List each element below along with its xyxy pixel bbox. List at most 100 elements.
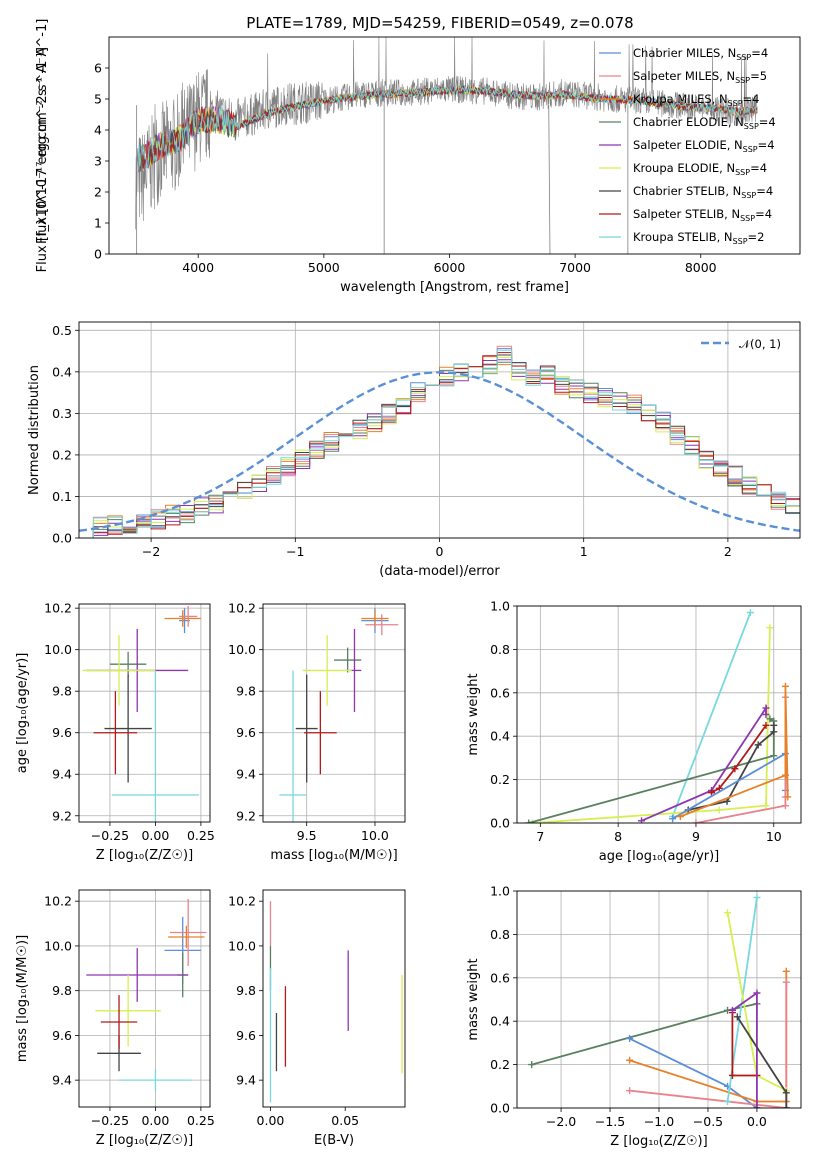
legend-label: Salpeter ELODIE, NSSP=4 [633,138,775,154]
x-tick-label: −2.0 [546,1114,576,1129]
x-tick-label: −2 [142,544,160,559]
data-point-marker [782,978,790,986]
x-tick-label: −0.25 [91,828,129,843]
y-tick-label: 9.6 [236,1028,256,1043]
panel-massweight_vs_Z: −2.0 −1.5 −1.0 −0.5 0.0 0.0 0.2 0.4 0.6 0.8 1.0 Z [… [466,884,802,1149]
x-tick-label: −0.25 [91,1113,129,1128]
panel-massweight_vs_age: 7 8 9 10 0.0 0.2 0.4 0.6 0.8 1.0 age [log₁₀(age/yr… [466,599,802,864]
plot-frame [262,603,406,823]
y-axis-label: Flux [f_λ10^-17 erg cm^-2 s^-1 A^-1] [35,19,50,273]
x-tick-label: 6000 [434,260,466,275]
legend-label: Chabrier MILES, NSSP=4 [633,46,768,62]
x-tick-label: 0.00 [257,1113,285,1128]
y-tick-label: 0.5 [52,323,72,338]
data-point-marker [766,624,774,632]
plot-background [79,890,210,1107]
y-tick-label: 10.2 [44,894,72,909]
panel-residuals: −2 −1 0 1 2 0.0 0.1 0.2 0.3 0.4 0.5 (data-model)/er… [27,321,801,579]
data-point-marker [692,819,700,823]
x-tick-label: 0.25 [187,1113,215,1128]
y-tick-label: 1 [94,216,102,231]
plot-background [517,606,801,823]
data-point-marker [715,806,723,814]
data-point-marker [724,1097,732,1105]
y-tick-label: 10.2 [228,894,256,909]
x-tick-label: 8 [614,829,622,844]
y-tick-label: 0.2 [490,1057,510,1072]
data-point-marker [626,1035,634,1043]
plot-content [79,345,800,538]
y-tick-label: 9.8 [236,983,256,998]
plot-frame [78,889,211,1108]
y-axis-label: Flux [fλ10⁻¹⁷ erg cm⁻² s⁻¹ A⁻¹] [35,47,50,244]
plot-content [82,606,201,822]
y-tick-label: 9.6 [52,725,72,740]
y-tick-label: 0.0 [490,1101,510,1116]
mass-weight-line [629,982,788,1108]
data-point-marker [762,721,770,729]
legend-label: Salpeter STELIB, NSSP=4 [633,207,772,223]
x-tick-label: 7 [536,829,544,844]
spectrum-drop [548,105,551,254]
legend-label: 𝒩(0, 1) [739,337,781,351]
y-tick-label: 0.0 [52,531,72,546]
data-point-marker [525,819,533,823]
mass-weight-line [711,724,767,794]
x-tick-label: 4000 [182,260,214,275]
y-tick-label: 0.2 [490,772,510,787]
data-point-marker [626,1056,634,1064]
panel-age_vs_mass: 9.5 10.0 9.2 9.4 9.6 9.8 10.0 10.2 mass [log₁₀(M… [228,601,406,863]
x-tick-label: 10 [766,829,782,844]
y-axis-label: mass weight [466,958,481,1040]
x-tick-label: −1.0 [644,1114,674,1129]
y-tick-label: 0.4 [52,364,72,379]
y-tick-label: 4 [94,123,102,138]
residual-histogram [79,349,800,538]
data-point-marker [781,802,789,810]
y-tick-label: 9.6 [236,725,256,740]
data-point-marker [724,909,732,917]
y-tick-label: 9.4 [236,1073,256,1088]
data-point-marker [728,1006,736,1014]
x-tick-label: 9 [692,829,700,844]
y-tick-label: 10.2 [228,601,256,616]
plot-content [269,901,403,1103]
plot-frame [108,36,801,255]
y-tick-label: 0.8 [490,642,510,657]
normal-distribution-line [79,371,800,532]
y-tick-label: 0.3 [52,406,72,421]
y-tick-label: 10.2 [44,601,72,616]
plot-frame [78,603,211,823]
data-point-marker [626,1087,634,1095]
y-tick-label: 10.0 [228,642,256,657]
panel-age_vs_Z: −0.25 0.00 0.25 9.2 9.4 9.6 9.8 10.0 10.2 Z [log₁… [15,601,215,863]
x-tick-label: 0.00 [141,1113,169,1128]
plot-background [263,890,405,1107]
data-point-marker [766,715,774,723]
data-point-marker [753,1104,761,1108]
legend-label: Kroupa ELODIE, NSSP=4 [633,161,767,177]
y-tick-label: 5 [94,92,102,107]
plot-frame [516,605,802,824]
y-tick-label: 9.2 [52,808,72,823]
data-point-marker [753,894,761,902]
data-point-marker [728,1071,736,1079]
data-point-marker [676,812,684,820]
x-tick-label: 9.5 [297,828,317,843]
y-tick-label: 0.2 [52,447,72,462]
mass-weight-line [680,686,789,818]
legend-label: Kroupa MILES, NSSP=4 [633,92,759,108]
data-point-marker [669,815,677,823]
data-point-marker [770,728,778,736]
plot-content [528,894,790,1108]
y-tick-label: 9.8 [236,684,256,699]
x-tick-label: 8000 [685,260,717,275]
data-point-marker [770,721,778,729]
y-tick-label: 0.4 [490,729,510,744]
y-axis-label: mass weight [466,673,481,755]
plot-background [263,604,405,822]
data-point-marker [770,752,778,760]
y-tick-label: 0.6 [490,970,510,985]
data-point-marker [753,989,761,997]
